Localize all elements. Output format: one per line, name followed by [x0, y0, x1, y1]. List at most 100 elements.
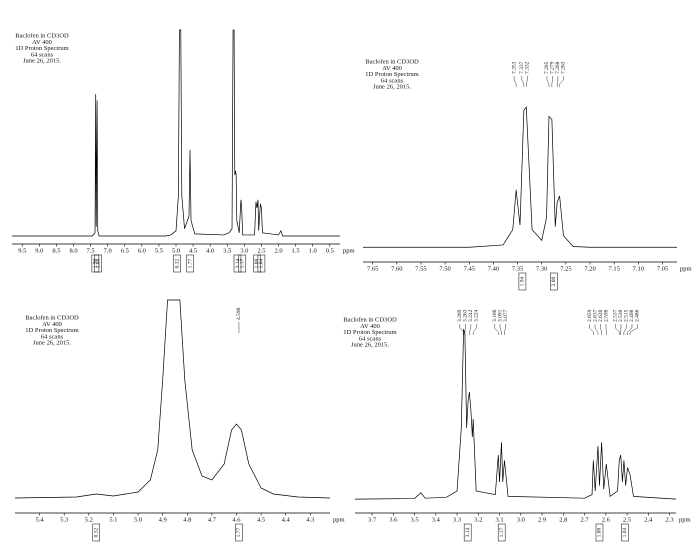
peak-leader	[629, 324, 638, 335]
x-tick-label: 2.7	[581, 516, 590, 523]
x-tick-label: 7.65	[367, 265, 378, 272]
integral-label: 0.32	[174, 258, 180, 268]
peak-leader	[556, 76, 559, 87]
integral-label: 1.77	[187, 258, 193, 268]
peak-leader	[594, 324, 599, 335]
peak-label: 3.263	[463, 309, 469, 322]
peak-label: 3.242	[468, 309, 474, 322]
x-tick-label: 7.55	[415, 265, 426, 272]
x-tick-label: 7.40	[488, 265, 499, 272]
integral-box	[518, 272, 527, 291]
peak-label: 7.279	[550, 61, 556, 74]
x-tick-label: 3.3	[453, 516, 461, 523]
annotation: June 26, 2015.	[33, 340, 71, 347]
peak-leader	[459, 324, 464, 335]
annotation: AV 400	[42, 321, 62, 328]
annotation: 1D Proton Spectrum	[15, 45, 68, 52]
integral-box	[463, 523, 472, 542]
peak-label: 7.268	[555, 61, 561, 74]
x-tick-label: 3.7	[368, 516, 377, 523]
peak-leader	[469, 324, 472, 335]
integral-box	[621, 523, 629, 542]
annotation: June 26, 2015.	[351, 342, 389, 349]
annotation: 1D Proton Spectrum	[365, 71, 418, 78]
integral-label: 1.77	[236, 527, 242, 537]
peak-label: 2.530	[618, 309, 624, 322]
x-tick-label: 3.6	[389, 516, 398, 523]
x-tick-label: 1.5	[292, 247, 300, 254]
x-tick-label: 3.0	[240, 247, 248, 254]
peak-label: 7.332	[525, 61, 531, 74]
x-tick-label: 4.3	[306, 516, 314, 523]
x-tick-label: 5.0	[172, 247, 180, 254]
spectrum	[363, 106, 677, 248]
peak-label: 2.537	[613, 309, 619, 322]
peak-label: 7.337	[519, 61, 525, 74]
peak-label: 7.353	[511, 61, 517, 74]
annotation: Baclofen in CD3OD	[365, 58, 419, 65]
integral-box	[238, 254, 247, 273]
x-tick-label: 8.0	[69, 247, 77, 254]
x-tick-label: 7.10	[633, 265, 644, 272]
x-tick-label: 7.5	[87, 247, 95, 254]
x-tick-label: 4.4	[282, 516, 291, 523]
x-tick-label: 2.8	[559, 516, 567, 523]
annotation: 1D Proton Spectrum	[25, 327, 78, 334]
peak-leader	[623, 324, 627, 335]
integral-label: 1.94	[520, 276, 526, 286]
peak-leader	[600, 324, 602, 335]
peak-leader	[615, 324, 620, 335]
integral-label: 1.17	[499, 527, 505, 537]
annotation: 64 scans	[41, 333, 64, 340]
integral-box	[257, 254, 266, 273]
x-tick-label: 5.2	[85, 516, 93, 523]
peak-label: 4.590	[236, 307, 242, 320]
x-tick-label: 4.9	[159, 516, 167, 523]
x-tick-label: 3.4	[432, 516, 441, 523]
x-tick-label: 4.7	[208, 516, 217, 523]
annotation: 64 scans	[359, 335, 382, 342]
integral-label: 1.04	[259, 258, 265, 268]
x-tick-label: 1.0	[309, 247, 317, 254]
peak-leader	[472, 324, 477, 335]
x-tick-label: 3.2	[474, 516, 482, 523]
integral-label: 1.00	[597, 527, 603, 537]
integral-box	[186, 254, 194, 273]
x-tick-label: 7.05	[657, 265, 668, 272]
x-tick-label: 5.1	[109, 516, 117, 523]
x-tick-label: 7.20	[584, 265, 595, 272]
peak-label: 7.263	[561, 61, 567, 74]
integral-box	[235, 523, 243, 542]
annotation: 1D Proton Spectrum	[343, 329, 396, 336]
x-tick-label: 4.5	[189, 247, 197, 254]
annotation: 64 scans	[31, 51, 54, 58]
annotation: AV 400	[360, 323, 380, 330]
peak-label: 3.269	[457, 309, 463, 322]
x-tick-label: 2.9	[538, 516, 546, 523]
peak-label: 2.637	[592, 309, 598, 322]
peak-leader	[504, 324, 506, 335]
annotation: AV 400	[32, 39, 52, 46]
x-tick-label: 7.15	[609, 265, 620, 272]
x-tick-label: 3.5	[410, 516, 418, 523]
integral-label: 3.14	[465, 527, 471, 537]
x-tick-label: 0.5	[326, 247, 334, 254]
x-tick-label: 7.45	[464, 265, 475, 272]
x-tick-label: 4.8	[183, 516, 191, 523]
integral-box	[595, 523, 604, 542]
integral-label: 1.96	[93, 258, 99, 268]
peak-label: 3.091	[497, 309, 503, 322]
spectrum	[354, 328, 677, 500]
integral-box	[173, 254, 181, 273]
x-tick-label: 7.30	[536, 265, 547, 272]
x-tick-label: 6.0	[138, 247, 146, 254]
x-tick-label: 2.3	[666, 516, 674, 523]
integral-label: 2.00	[551, 276, 557, 286]
peak-label: 2.620	[598, 309, 604, 322]
x-tick-label: 8.5	[52, 247, 60, 254]
annotation: AV 400	[382, 65, 402, 72]
integral-box	[550, 272, 558, 291]
peak-leader	[546, 76, 550, 87]
peak-leader	[526, 76, 528, 87]
